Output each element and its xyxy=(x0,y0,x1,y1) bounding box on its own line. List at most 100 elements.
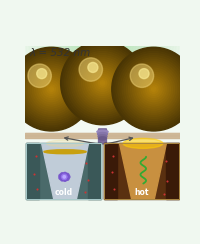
Text: hot: hot xyxy=(134,188,149,197)
Circle shape xyxy=(9,47,93,131)
Circle shape xyxy=(26,64,76,114)
Circle shape xyxy=(12,49,91,129)
Circle shape xyxy=(24,62,79,116)
Ellipse shape xyxy=(98,132,107,136)
Bar xyxy=(25,133,180,138)
Circle shape xyxy=(28,66,74,112)
Circle shape xyxy=(64,176,68,180)
Bar xyxy=(88,143,101,199)
Circle shape xyxy=(77,58,128,108)
Circle shape xyxy=(61,175,64,178)
Circle shape xyxy=(49,87,53,91)
Circle shape xyxy=(64,177,66,179)
Circle shape xyxy=(100,81,105,85)
Circle shape xyxy=(88,62,98,72)
Circle shape xyxy=(33,70,70,108)
Circle shape xyxy=(22,60,81,118)
Circle shape xyxy=(118,53,189,125)
Circle shape xyxy=(143,79,164,100)
Circle shape xyxy=(61,178,64,181)
Circle shape xyxy=(124,60,183,118)
Circle shape xyxy=(131,66,177,112)
Circle shape xyxy=(64,175,67,178)
Circle shape xyxy=(73,54,132,112)
Circle shape xyxy=(112,47,196,131)
Circle shape xyxy=(94,75,111,91)
Circle shape xyxy=(149,85,158,93)
Circle shape xyxy=(62,177,65,179)
Bar xyxy=(104,143,117,199)
Circle shape xyxy=(92,72,113,93)
Circle shape xyxy=(62,174,65,177)
Circle shape xyxy=(114,49,193,129)
Circle shape xyxy=(126,62,181,116)
Circle shape xyxy=(84,64,121,102)
Circle shape xyxy=(18,56,85,122)
Circle shape xyxy=(39,77,64,102)
Ellipse shape xyxy=(98,135,107,138)
Circle shape xyxy=(30,68,72,110)
Circle shape xyxy=(63,173,67,176)
Circle shape xyxy=(65,45,140,121)
Circle shape xyxy=(116,51,191,127)
Circle shape xyxy=(45,83,58,95)
Circle shape xyxy=(139,74,168,104)
Circle shape xyxy=(16,53,87,125)
Circle shape xyxy=(20,58,83,121)
Circle shape xyxy=(47,85,56,93)
Circle shape xyxy=(130,64,154,87)
Bar xyxy=(26,143,101,199)
Circle shape xyxy=(28,64,51,87)
Bar xyxy=(26,143,39,199)
Polygon shape xyxy=(42,143,88,199)
Circle shape xyxy=(66,175,70,179)
Circle shape xyxy=(129,64,179,114)
Circle shape xyxy=(139,69,149,79)
Circle shape xyxy=(14,51,89,127)
Circle shape xyxy=(62,176,65,180)
Circle shape xyxy=(63,176,66,178)
Circle shape xyxy=(120,56,187,122)
Circle shape xyxy=(88,68,117,98)
Bar xyxy=(25,41,180,142)
Circle shape xyxy=(59,176,62,180)
Circle shape xyxy=(37,74,66,104)
Circle shape xyxy=(75,56,130,110)
Circle shape xyxy=(135,70,172,108)
Bar xyxy=(26,143,101,199)
Circle shape xyxy=(71,51,134,114)
Circle shape xyxy=(133,68,175,110)
Circle shape xyxy=(69,50,136,116)
Circle shape xyxy=(122,58,185,121)
Circle shape xyxy=(90,70,115,95)
FancyBboxPatch shape xyxy=(99,129,106,144)
Circle shape xyxy=(152,87,156,91)
Circle shape xyxy=(61,41,144,125)
Bar xyxy=(104,143,179,199)
Circle shape xyxy=(62,174,65,177)
Bar xyxy=(104,143,179,199)
Text: cold: cold xyxy=(54,188,73,197)
Circle shape xyxy=(63,43,142,123)
Circle shape xyxy=(37,69,47,79)
Circle shape xyxy=(41,79,62,100)
Circle shape xyxy=(147,83,160,95)
Circle shape xyxy=(141,77,166,102)
Circle shape xyxy=(63,174,66,177)
Circle shape xyxy=(63,177,66,180)
Circle shape xyxy=(59,174,62,178)
Polygon shape xyxy=(120,143,166,199)
Circle shape xyxy=(61,176,64,179)
Ellipse shape xyxy=(99,137,106,140)
Circle shape xyxy=(61,173,64,176)
Circle shape xyxy=(63,178,67,181)
Circle shape xyxy=(67,47,138,119)
Circle shape xyxy=(66,177,69,180)
Circle shape xyxy=(137,72,170,106)
Circle shape xyxy=(35,72,68,106)
Ellipse shape xyxy=(46,140,84,147)
Circle shape xyxy=(96,77,109,89)
Circle shape xyxy=(98,79,107,87)
Circle shape xyxy=(66,173,69,177)
Circle shape xyxy=(86,66,119,100)
